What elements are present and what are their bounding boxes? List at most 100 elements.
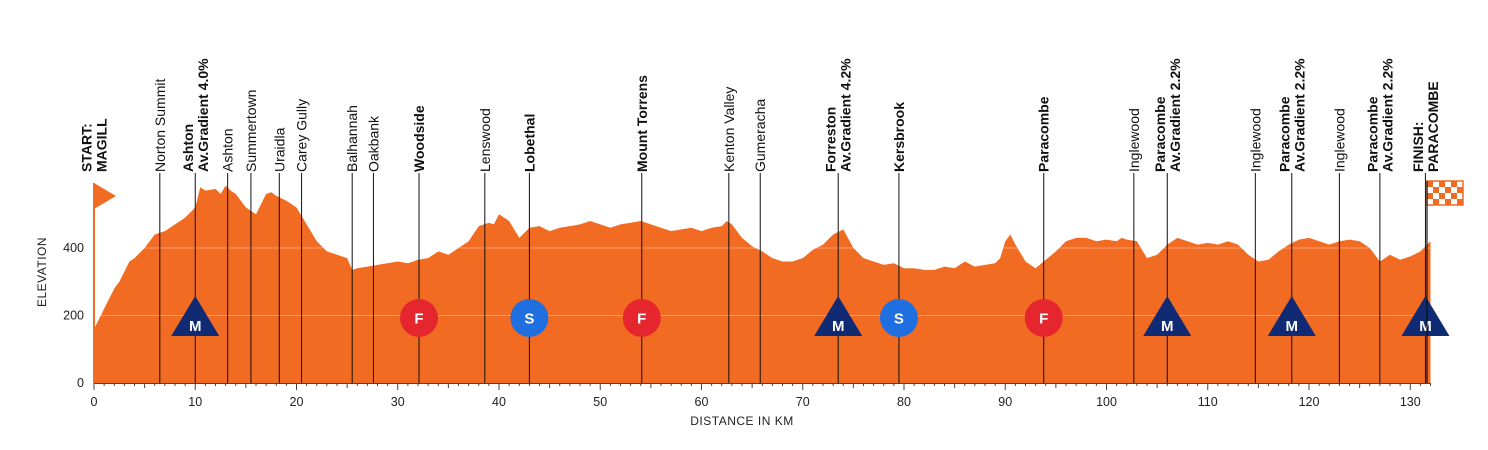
waypoint-label-line: Kersbrook <box>891 102 907 172</box>
mountain-climb-icon <box>814 296 863 336</box>
waypoint-label-line: Av.Gradient 4.0% <box>195 58 211 172</box>
waypoint-label: Lobethal <box>521 114 537 172</box>
waypoint-label: FINISH:PARACOMBE <box>1410 81 1441 172</box>
waypoint-label: Uraidla <box>271 127 287 172</box>
waypoint-layer: START:MAGILL Norton Summit AshtonAv.Gradie… <box>79 58 1441 383</box>
waypoint-label-line: Gumeracha <box>752 99 768 172</box>
x-tick-label: 130 <box>1400 395 1421 409</box>
waypoint-label-line: Ashton <box>220 128 236 172</box>
mountain-climb-icon <box>1143 296 1192 336</box>
waypoint-label: Woodside <box>411 105 427 172</box>
x-tick-label: 60 <box>695 395 709 409</box>
waypoint-label-line: Paracombe <box>1364 96 1380 172</box>
mountain-climb-icon <box>1401 296 1450 336</box>
waypoint-label-line: Paracombe <box>1276 96 1292 172</box>
x-tick-label: 120 <box>1299 395 1320 409</box>
waypoint-label-line: FINISH: <box>1410 121 1426 172</box>
finish-flag-square <box>1445 181 1451 187</box>
finish-flag-square <box>1433 187 1439 193</box>
waypoint-label-line: Mount Torrens <box>634 75 650 172</box>
start-flag-icon <box>94 183 116 209</box>
mountain-climb-letter: M <box>1419 318 1432 335</box>
finish-flag-square <box>1439 193 1445 199</box>
waypoint-label: Carey Gully <box>294 99 310 172</box>
mountain-climb-icon <box>1267 296 1316 336</box>
waypoint-label-line: Carey Gully <box>294 99 310 172</box>
x-tick-label: 90 <box>998 395 1012 409</box>
finish-flag-square <box>1433 181 1439 187</box>
finish-flag-square <box>1445 193 1451 199</box>
finish-flag-square <box>1433 193 1439 199</box>
waypoint-label-line: Ashton <box>180 124 196 172</box>
finish-flag-square <box>1427 193 1433 199</box>
x-tick-label: 0 <box>91 395 98 409</box>
x-tick-label: 80 <box>897 395 911 409</box>
waypoint-label-line: Norton Summit <box>152 79 168 172</box>
waypoint-label-line: Paracombe <box>1152 96 1168 172</box>
x-tick-label: 50 <box>593 395 607 409</box>
waypoint-label: Norton Summit <box>152 79 168 172</box>
waypoint-label-line: Paracombe <box>1036 96 1052 172</box>
waypoint-label-line: Kenton Valley <box>721 87 737 172</box>
y-tick-label: 0 <box>77 376 84 390</box>
profile-area-layer <box>94 185 1431 383</box>
x-tick-label: 20 <box>290 395 304 409</box>
waypoint-label: Kersbrook <box>891 102 907 172</box>
x-tick-label: 70 <box>796 395 810 409</box>
waypoint-label-line: Av.Gradient 2.2% <box>1291 58 1307 172</box>
sprint-letter: S <box>524 311 534 328</box>
waypoint-label: Mount Torrens <box>634 75 650 172</box>
y-tick-label: 400 <box>63 241 84 255</box>
finish-flag-square <box>1427 187 1433 193</box>
sprint-letter: S <box>894 311 904 328</box>
waypoint-label: ParacombeAv.Gradient 2.2% <box>1364 58 1395 172</box>
sprint-icon <box>510 299 549 337</box>
waypoint-label: Inglewood <box>1126 108 1142 172</box>
finish-flag-square <box>1433 199 1439 205</box>
finish-flag-square <box>1427 181 1433 187</box>
feed-zone-icon <box>400 299 439 337</box>
waypoint-label-line: Inglewood <box>1126 108 1142 172</box>
waypoint-label-line: Oakbank <box>365 115 381 172</box>
finish-flag-icon <box>1426 180 1464 206</box>
finish-flag-square <box>1451 193 1457 199</box>
mountain-climb-letter: M <box>832 318 845 335</box>
elevation-profile-area <box>94 185 1431 383</box>
mountain-climb-letter: M <box>1286 318 1299 335</box>
feed-zone-letter: F <box>1039 311 1048 328</box>
waypoint-label-line: Inglewood <box>1331 108 1347 172</box>
x-axis-title: DISTANCE IN KM <box>690 414 793 428</box>
finish-flag-square <box>1451 181 1457 187</box>
feed-zone-letter: F <box>637 311 646 328</box>
waypoint-label: Gumeracha <box>752 99 768 172</box>
waypoint-label-line: Woodside <box>411 105 427 172</box>
y-axis-title: ELEVATION <box>35 237 49 307</box>
finish-flag-square <box>1457 181 1463 187</box>
waypoint-label: Inglewood <box>1331 108 1347 172</box>
waypoint-label-line: Balhannah <box>344 105 360 172</box>
x-tick-label: 100 <box>1096 395 1117 409</box>
mountain-climb-letter: M <box>1161 318 1174 335</box>
waypoint-label: Paracombe <box>1036 96 1052 172</box>
waypoint-label-line: START: <box>79 123 95 172</box>
mountain-climb-icon <box>171 296 220 336</box>
waypoint-label-line: Av.Gradient 4.2% <box>838 58 854 172</box>
waypoint-label: ParacombeAv.Gradient 2.2% <box>1276 58 1307 172</box>
finish-flag-square <box>1439 187 1445 193</box>
finish-flag-square <box>1445 187 1451 193</box>
waypoint-label: Ashton <box>220 128 236 172</box>
waypoint-label-line: Summertown <box>243 90 259 172</box>
waypoint-label-line: Lobethal <box>521 114 537 172</box>
feed-zone-letter: F <box>414 311 423 328</box>
waypoint-label-line: Av.Gradient 2.2% <box>1167 58 1183 172</box>
waypoint-label-line: MAGILL <box>94 118 110 172</box>
finish-flag-square <box>1451 199 1457 205</box>
waypoint-label-line: Lenswood <box>477 108 493 172</box>
finish-flag-square <box>1457 193 1463 199</box>
finish-flag-square <box>1457 187 1463 193</box>
feed-zone-icon <box>1024 299 1063 337</box>
mountain-climb-letter: M <box>189 318 202 335</box>
waypoint-label: Balhannah <box>344 105 360 172</box>
finish-flag-square <box>1445 199 1451 205</box>
